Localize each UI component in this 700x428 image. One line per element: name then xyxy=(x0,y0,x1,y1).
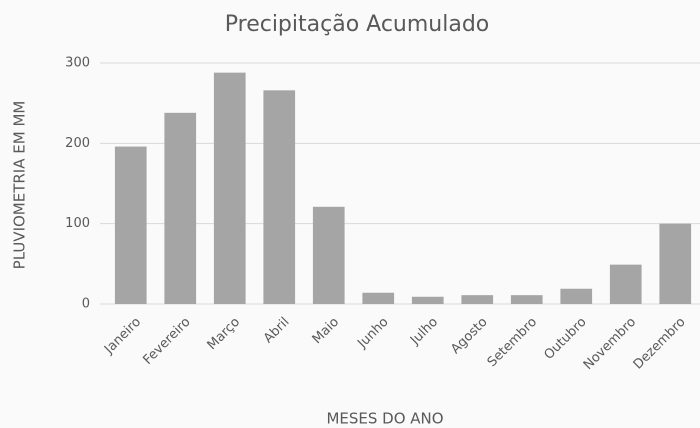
y-tick-label: 200 xyxy=(65,136,90,151)
bar xyxy=(659,223,692,304)
x-axis-label: MESES DO ANO xyxy=(326,410,443,428)
bar xyxy=(362,292,395,304)
y-tick-label: 300 xyxy=(65,56,90,71)
y-axis-label: PLUVIOMETRIA EM MM xyxy=(11,101,29,270)
y-tick-label: 100 xyxy=(65,216,90,231)
chart-title: Precipitação Acumulado xyxy=(225,12,490,37)
bar xyxy=(312,206,345,304)
bar xyxy=(510,295,543,304)
bar xyxy=(263,90,296,305)
bar xyxy=(114,146,147,304)
bar xyxy=(609,264,642,304)
bar xyxy=(560,288,593,304)
bar xyxy=(411,296,444,304)
bar xyxy=(213,72,246,304)
y-tick-label: 0 xyxy=(82,297,90,312)
bar xyxy=(461,295,494,304)
bar xyxy=(164,112,197,304)
